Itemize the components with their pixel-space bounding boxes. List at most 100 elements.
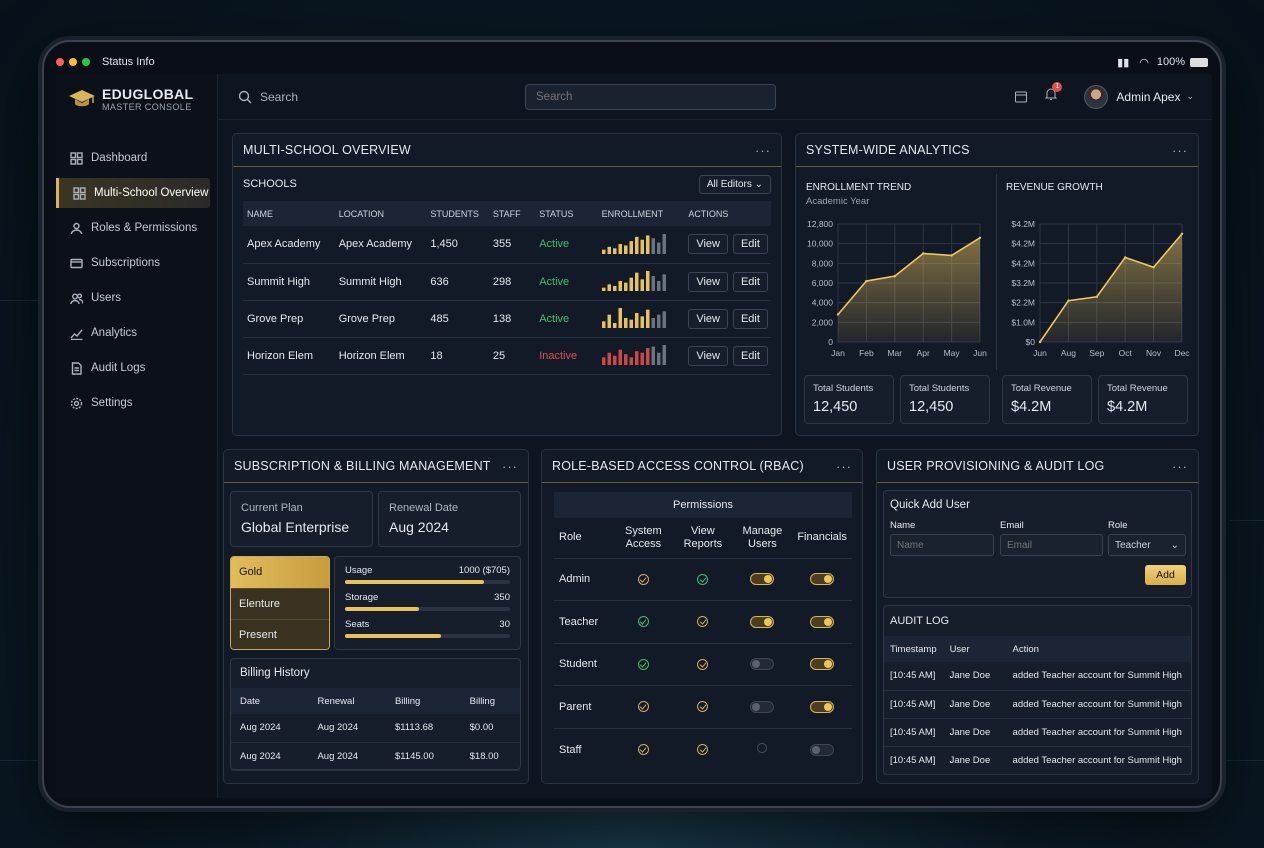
renewal-value: Aug 2024 (389, 519, 449, 535)
role-label: Role (1108, 520, 1128, 531)
x-tick-label: Jun (1033, 348, 1047, 358)
sidebar-item-audit-logs[interactable]: Audit Logs (56, 353, 210, 383)
usage-value: 30 (499, 619, 510, 630)
edit-button[interactable]: Edit (732, 234, 768, 255)
table-row[interactable]: Horizon Elem Horizon Elem 18 25 Inactive View… (243, 337, 771, 374)
search-icon[interactable] (238, 90, 252, 104)
column-header: System Access (625, 524, 662, 550)
name-field[interactable] (890, 534, 994, 556)
check-icon[interactable] (637, 744, 649, 756)
table-row[interactable]: Grove Prep Grove Prep 485 138 Active View Edit (243, 300, 771, 337)
tier-option-elenture[interactable]: Elenture (231, 588, 329, 619)
maximize-dot-icon[interactable] (82, 58, 90, 66)
check-icon[interactable] (697, 616, 709, 628)
search-label[interactable]: Search (260, 89, 299, 104)
series-line (837, 237, 981, 315)
brand-logo[interactable]: EDUGLOBAL MASTER CONSOLE (68, 86, 193, 112)
enrollment-sparkline (601, 233, 666, 254)
status-badge: Active (539, 312, 570, 325)
permission-toggle[interactable] (810, 700, 835, 713)
sidebar-item-label: Audit Logs (91, 362, 146, 374)
view-button[interactable]: View (688, 345, 728, 366)
chart-icon (70, 329, 83, 340)
sidebar-item-subscriptions[interactable]: Subscriptions (56, 248, 210, 278)
check-icon[interactable] (637, 701, 649, 713)
edit-button[interactable]: Edit (732, 271, 768, 292)
enrollment-sparkline (601, 308, 666, 328)
check-icon[interactable] (697, 658, 709, 670)
table-row[interactable]: [10:45 AM] Jane Doe added Teacher account … (884, 662, 1191, 690)
x-tick-label: Dec (1174, 348, 1190, 358)
calendar-icon[interactable] (1014, 90, 1028, 104)
role-select[interactable]: Teacher ⌄ (1108, 534, 1186, 556)
close-dot-icon[interactable] (56, 58, 64, 66)
check-icon[interactable] (697, 701, 709, 713)
permission-toggle[interactable] (750, 573, 775, 586)
more-options-icon[interactable]: ··· (755, 142, 771, 158)
permission-toggle[interactable] (750, 615, 775, 628)
chevron-down-icon[interactable]: ⌄ (1186, 91, 1194, 101)
plan-tier-selector: Gold Elenture Present (230, 556, 330, 650)
more-options-icon[interactable]: ··· (836, 458, 852, 474)
table-row[interactable]: [10:45 AM] Jane Doe added Teacher account … (884, 746, 1191, 774)
admin-name[interactable]: Admin Apex (1116, 89, 1181, 104)
table-row[interactable]: Apex Academy Apex Academy 1,450 355 Active Vi… (243, 226, 771, 263)
permission-toggle[interactable] (810, 573, 835, 586)
edit-button[interactable]: Edit (732, 308, 768, 329)
permission-toggle[interactable] (750, 700, 775, 713)
check-icon[interactable] (697, 573, 709, 585)
sidebar-item-multi-school-overview[interactable]: Multi-School Overview (56, 178, 210, 208)
stat-card: Total Students 12,450 (900, 375, 990, 424)
sidebar-item-roles-permissions[interactable]: Roles & Permissions (56, 213, 210, 243)
editors-filter-select[interactable]: All Editors ⌄ (698, 174, 771, 194)
sidebar-item-settings[interactable]: Settings (56, 388, 210, 418)
sidebar-item-dashboard[interactable]: Dashboard (56, 143, 210, 173)
permission-toggle[interactable] (810, 743, 835, 756)
table-row[interactable]: Aug 2024 Aug 2024 $1145.00 $18.00 (231, 742, 520, 770)
permission-toggle[interactable] (750, 658, 775, 671)
avatar[interactable] (1084, 84, 1109, 109)
more-options-icon[interactable]: ··· (502, 458, 518, 474)
sparkline-bar (601, 249, 606, 254)
y-tick-label: $1.0M (1011, 317, 1035, 327)
sidebar-item-users[interactable]: Users (56, 283, 210, 313)
role-name: Parent (559, 700, 592, 713)
tier-option-present[interactable]: Present (231, 619, 329, 649)
more-options-icon[interactable]: ··· (1172, 142, 1188, 158)
billing-history-title: Billing History (240, 667, 310, 679)
sparkline-bar (645, 309, 650, 328)
more-options-icon[interactable]: ··· (1172, 458, 1188, 474)
column-header: STAFF (492, 208, 521, 219)
audit-log-card: AUDIT LOG Timestamp User Action [10:45 AM]… (883, 605, 1192, 775)
tier-option-gold[interactable]: Gold (231, 557, 329, 588)
view-button[interactable]: View (688, 234, 728, 255)
check-icon[interactable] (637, 658, 649, 670)
add-user-button[interactable]: Add (1145, 565, 1186, 585)
table-row[interactable]: Aug 2024 Aug 2024 $1113.68 $0.00 (231, 714, 520, 742)
table-row[interactable]: [10:45 AM] Jane Doe added Teacher account … (884, 690, 1191, 718)
check-icon[interactable] (637, 616, 649, 628)
global-search-input[interactable] (525, 84, 776, 110)
email-field[interactable] (1000, 534, 1103, 556)
table-row[interactable]: [10:45 AM] Jane Doe added Teacher account … (884, 718, 1191, 746)
view-button[interactable]: View (688, 271, 728, 292)
graduation-cap-icon (69, 90, 95, 107)
notification-button[interactable]: 1 (1044, 82, 1063, 106)
permission-toggle[interactable] (810, 658, 835, 671)
view-button[interactable]: View (688, 308, 728, 329)
minimize-dot-icon[interactable] (69, 58, 77, 66)
role-name: Admin (559, 573, 591, 586)
check-icon[interactable] (697, 744, 709, 756)
sidebar-item-analytics[interactable]: Analytics (56, 318, 210, 348)
table-header-row: Date Renewal Billing Billing (231, 688, 520, 714)
check-icon[interactable] (637, 573, 649, 585)
sparkline-bar (612, 286, 617, 291)
quick-add-title: Quick Add User (890, 499, 970, 511)
table-row[interactable]: Summit High Summit High 636 298 Active View Ed… (243, 263, 771, 300)
cell-actions: View Edit (684, 337, 771, 374)
data-point (1152, 266, 1155, 269)
data-point (1067, 299, 1070, 302)
permission-toggle[interactable] (810, 615, 835, 628)
panel-title: USER PROVISIONING & AUDIT LOG (887, 459, 1105, 473)
edit-button[interactable]: Edit (732, 345, 768, 366)
